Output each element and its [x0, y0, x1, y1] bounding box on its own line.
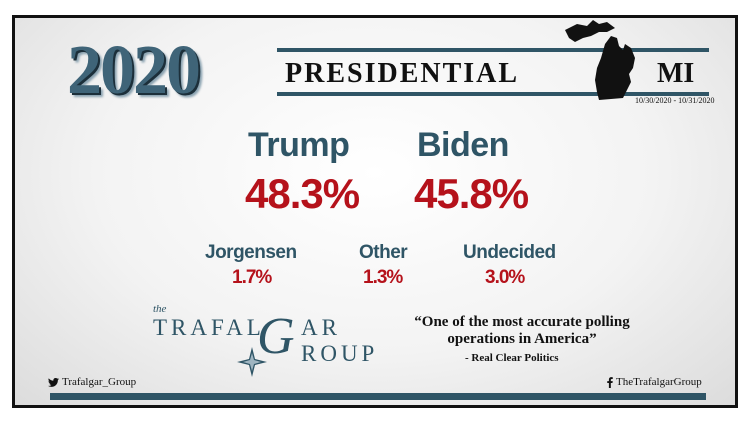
facebook-icon — [607, 376, 613, 388]
quote-text: “One of the most accurate polling operat… — [414, 314, 630, 347]
year-title: 2020 — [67, 32, 201, 109]
jorgensen-pct: 1.7% — [232, 267, 272, 288]
trump-pct: 48.3% — [245, 170, 360, 217]
trafalgar-group-logo: the TRAFAL G AR ROUP — [135, 303, 375, 383]
state-label: MI — [657, 58, 695, 89]
michigan-map-icon — [565, 20, 635, 100]
twitter-bird-icon — [48, 377, 59, 387]
facebook-handle[interactable]: TheTrafalgarGroup — [607, 376, 702, 388]
logo-roup: ROUP — [301, 341, 379, 366]
logo-ar: AR — [301, 315, 341, 340]
other-pct: 1.3% — [363, 267, 403, 288]
biden-name: Biden — [417, 126, 509, 164]
poll-card: 2020 PRESIDENTIAL MI 10/30/2020 - 10/31/… — [12, 15, 738, 408]
header-top-bar — [277, 48, 709, 52]
jorgensen-name: Jorgensen — [205, 242, 297, 263]
undecided-pct: 3.0% — [485, 267, 525, 288]
twitter-handle-label: Trafalgar_Group — [62, 376, 137, 388]
logo-g: G — [257, 308, 295, 365]
quote-source: - Real Clear Politics — [465, 352, 559, 364]
biden-pct: 45.8% — [414, 170, 529, 217]
compass-rose-icon — [237, 347, 267, 377]
other-name: Other — [359, 242, 408, 263]
logo-the: the — [153, 303, 167, 315]
facebook-handle-label: TheTrafalgarGroup — [616, 376, 702, 388]
twitter-handle[interactable]: Trafalgar_Group — [48, 376, 136, 388]
logo-trafal: TRAFAL — [153, 315, 265, 340]
header-bottom-bar — [277, 92, 709, 96]
presidential-title: PRESIDENTIAL — [285, 58, 520, 89]
trump-name: Trump — [248, 126, 350, 164]
poll-dates: 10/30/2020 - 10/31/2020 — [635, 96, 715, 105]
footer-bar — [50, 393, 706, 400]
undecided-name: Undecided — [463, 242, 556, 263]
